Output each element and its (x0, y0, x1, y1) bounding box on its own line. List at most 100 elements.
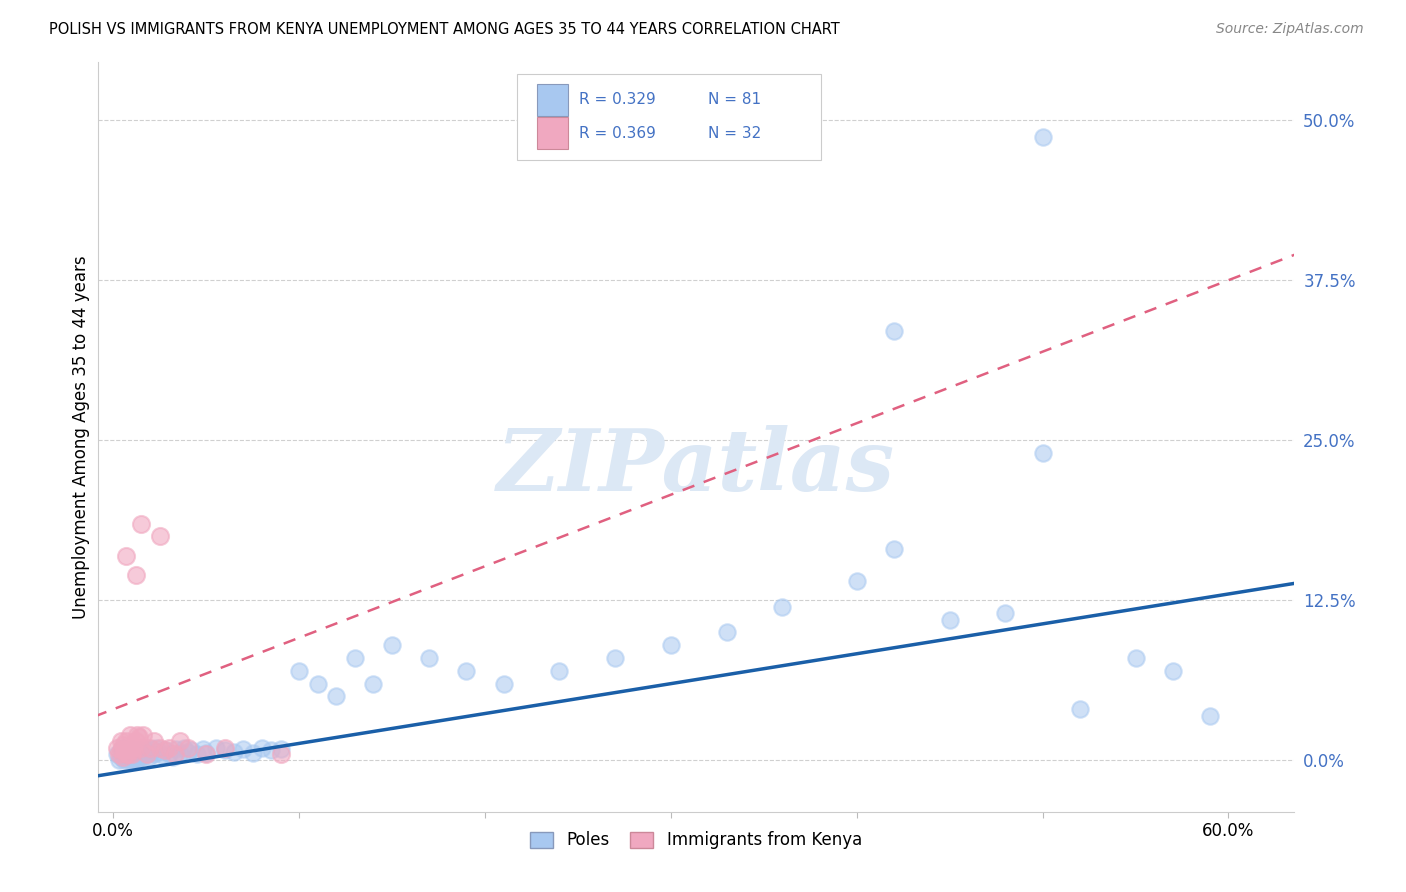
Point (260, 743, 283, 757)
Point (938, 613, 960, 627)
Point (166, 742, 188, 756)
Point (242, 746, 264, 760)
Point (132, 728, 155, 742)
Point (149, 745, 172, 759)
Point (124, 749, 146, 764)
Point (121, 746, 143, 760)
Bar (537, 117, 568, 149)
Point (186, 747, 208, 761)
Point (115, 751, 138, 765)
Point (127, 728, 149, 742)
Point (110, 743, 132, 757)
Point (118, 728, 141, 742)
Point (135, 747, 157, 761)
Point (127, 752, 149, 766)
Text: N = 81: N = 81 (709, 92, 761, 107)
Point (117, 743, 139, 757)
Point (117, 748, 139, 763)
Point (141, 742, 163, 756)
Point (1032, 446, 1054, 460)
Point (603, 651, 626, 665)
Point (111, 749, 134, 764)
Point (110, 749, 132, 764)
Point (191, 742, 214, 756)
Point (134, 747, 156, 761)
Point (456, 664, 478, 678)
Point (173, 740, 195, 755)
Point (121, 751, 143, 765)
Point (250, 740, 273, 755)
Point (132, 749, 155, 764)
Point (845, 574, 868, 589)
Text: N = 32: N = 32 (709, 126, 761, 141)
Point (110, 743, 132, 757)
Point (214, 740, 236, 755)
Point (155, 743, 177, 757)
Point (135, 743, 157, 757)
Point (176, 745, 198, 759)
Y-axis label: Unemployment Among Ages 35 to 44 years: Unemployment Among Ages 35 to 44 years (72, 255, 90, 619)
Point (381, 638, 404, 652)
Point (128, 743, 150, 757)
Point (111, 738, 134, 752)
Point (149, 529, 172, 543)
Point (115, 745, 138, 759)
Point (110, 734, 132, 748)
Point (108, 747, 131, 761)
Point (492, 676, 515, 690)
Point (883, 325, 905, 339)
Point (224, 745, 246, 759)
Point (288, 664, 311, 678)
Point (129, 748, 152, 763)
Point (149, 740, 172, 755)
Point (176, 740, 198, 755)
Point (124, 567, 146, 582)
Point (418, 651, 440, 665)
Point (204, 740, 226, 755)
Point (124, 745, 146, 759)
Point (994, 606, 1017, 620)
Point (108, 754, 131, 768)
Point (232, 742, 254, 756)
Point (716, 625, 738, 640)
Point (169, 734, 191, 748)
Point (118, 747, 141, 761)
FancyBboxPatch shape (517, 74, 821, 160)
Point (115, 734, 138, 748)
Point (117, 752, 139, 766)
Point (180, 743, 202, 757)
Point (1199, 708, 1222, 723)
Point (195, 746, 218, 760)
Point (128, 751, 150, 765)
Point (122, 747, 145, 761)
Point (118, 754, 141, 768)
Bar (537, 84, 568, 116)
Point (138, 749, 160, 764)
Point (157, 747, 180, 761)
Point (118, 743, 141, 757)
Text: R = 0.369: R = 0.369 (579, 126, 655, 141)
Point (343, 651, 366, 665)
Point (307, 676, 329, 690)
Point (143, 747, 166, 761)
Point (770, 599, 793, 614)
Point (163, 747, 186, 761)
Point (122, 752, 145, 766)
Point (363, 676, 385, 690)
Point (121, 740, 143, 755)
Point (139, 740, 162, 755)
Point (169, 746, 191, 760)
Point (114, 743, 136, 757)
Point (155, 743, 177, 757)
Point (270, 747, 292, 761)
Point (121, 742, 143, 756)
Text: R = 0.329: R = 0.329 (579, 92, 655, 107)
Point (105, 747, 128, 761)
Point (270, 742, 292, 756)
Point (157, 740, 180, 755)
Text: ZIPatlas: ZIPatlas (496, 425, 896, 508)
Point (117, 747, 139, 761)
Point (1032, 129, 1054, 144)
Point (195, 747, 218, 761)
Point (121, 747, 143, 761)
